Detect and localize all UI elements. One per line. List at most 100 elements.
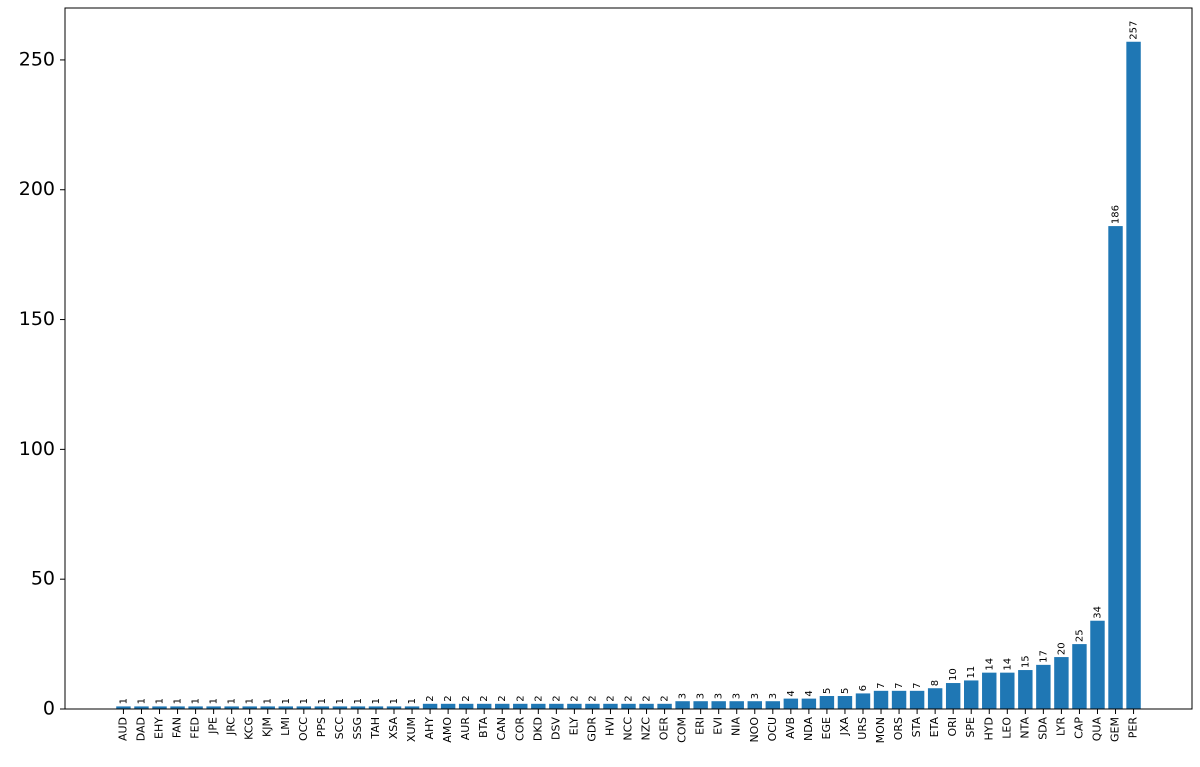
x-tick-label: ORS [892, 717, 905, 740]
bar [639, 703, 654, 709]
x-tick-label: XSA [387, 717, 400, 740]
bar [567, 703, 582, 709]
value-label: 34 [1092, 606, 1103, 619]
value-label: 2 [605, 695, 616, 701]
bar [603, 703, 618, 709]
value-label: 4 [786, 690, 797, 696]
bar [476, 703, 492, 709]
bar [513, 703, 528, 709]
value-label: 1 [389, 698, 400, 704]
x-tick-label: NTA [1018, 717, 1031, 739]
x-tick-label: AMO [441, 717, 454, 743]
x-tick-label: NCC [622, 717, 635, 741]
x-tick-label: NOO [748, 717, 761, 743]
bar [675, 701, 690, 709]
value-label: 10 [948, 668, 959, 681]
x-tick-label: AUD [116, 717, 129, 741]
bar [819, 696, 835, 709]
x-tick-label: EVI [712, 717, 725, 735]
y-tick-label: 100 [19, 438, 55, 460]
value-label: 3 [678, 693, 689, 699]
bar [206, 706, 221, 709]
x-tick-label: CAP [1072, 717, 1085, 739]
value-label: 2 [624, 695, 635, 701]
x-tick-label: BTA [477, 717, 490, 738]
bar [1108, 226, 1123, 710]
bar [1072, 644, 1087, 709]
x-tick-label: SDA [1036, 717, 1049, 740]
x-tick-label: AVB [784, 717, 797, 739]
bar [729, 701, 744, 709]
x-tick-label: LMI [279, 717, 292, 736]
x-tick-label: DAD [134, 717, 147, 741]
x-tick-label: ELY [567, 717, 580, 736]
x-tick-label: NDA [802, 717, 815, 742]
x-tick-label: NZC [640, 717, 653, 741]
x-tick-label: STA [910, 717, 923, 738]
bar [927, 688, 943, 709]
y-tick-label: 0 [43, 698, 55, 720]
value-label: 7 [912, 682, 923, 688]
bar [170, 706, 185, 709]
x-tick-label: PER [1127, 717, 1140, 739]
bar [711, 701, 726, 709]
bar [188, 706, 203, 709]
x-tick-label: OER [658, 717, 671, 741]
value-label: 2 [551, 695, 562, 701]
bar [368, 706, 384, 709]
value-label: 3 [714, 693, 725, 699]
bar [278, 706, 293, 709]
value-label: 6 [858, 685, 869, 691]
x-tick-label: GDR [585, 717, 598, 742]
bar [332, 706, 348, 709]
x-tick-label: OCC [297, 717, 310, 741]
bar [873, 690, 889, 709]
value-label: 25 [1074, 629, 1085, 642]
bar [314, 706, 330, 709]
bar [621, 703, 636, 709]
bar [152, 706, 167, 709]
x-tick-label: JPE [207, 717, 220, 735]
value-label: 1 [281, 698, 292, 704]
bar [693, 701, 708, 709]
bar [422, 703, 438, 709]
value-label: 17 [1038, 650, 1049, 663]
bar [783, 698, 799, 709]
value-label: 2 [587, 695, 598, 701]
bar [386, 706, 402, 709]
value-label: 14 [1002, 658, 1013, 671]
bar [964, 680, 979, 709]
x-tick-label: GEM [1109, 717, 1122, 742]
bar [242, 706, 257, 709]
x-tick-label: AUR [459, 717, 472, 741]
x-tick-label: JXA [838, 717, 851, 737]
x-tick-label: AHY [423, 717, 436, 740]
value-label: 2 [533, 695, 544, 701]
x-tick-label: ERI [694, 717, 707, 735]
value-label: 5 [840, 688, 851, 694]
bar [440, 703, 456, 709]
value-label: 2 [569, 695, 580, 701]
y-tick-label: 250 [19, 48, 55, 70]
x-tick-label: FED [189, 717, 202, 739]
x-tick-label: ORI [946, 717, 959, 737]
x-tick-label: JRC [225, 717, 238, 736]
x-tick-label: COM [676, 717, 689, 743]
y-tick-label: 200 [19, 178, 55, 200]
value-label: 2 [642, 695, 653, 701]
bar [837, 696, 853, 709]
value-label: 20 [1056, 642, 1067, 655]
y-tick-label: 50 [31, 568, 55, 590]
x-tick-label: XUM [405, 717, 418, 742]
value-label: 7 [876, 682, 887, 688]
bar [855, 693, 871, 709]
bar [1036, 664, 1051, 709]
value-label: 2 [660, 695, 671, 701]
bar [1054, 657, 1069, 709]
x-tick-label: CAN [495, 717, 508, 740]
bar [891, 690, 907, 709]
value-label: 1 [263, 698, 274, 704]
x-tick-label: DSV [549, 717, 562, 740]
x-tick-label: MON [874, 717, 887, 743]
